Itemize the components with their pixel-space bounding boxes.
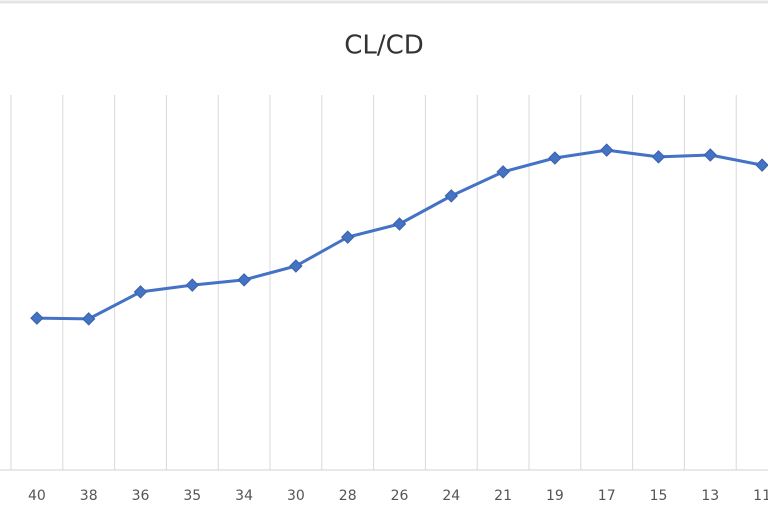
data-point	[548, 151, 562, 165]
x-tick-label: 36	[132, 488, 150, 504]
x-tick-label: 34	[235, 488, 253, 504]
x-tick-label: 19	[546, 488, 564, 504]
x-tick-label: 21	[494, 488, 512, 504]
data-point	[444, 189, 459, 203]
x-tick-label: 15	[650, 488, 668, 504]
chart-title: CL/CD	[344, 31, 424, 61]
x-tick-label: 24	[442, 488, 460, 504]
data-point	[755, 158, 768, 172]
data-point	[185, 278, 200, 292]
x-tick-label: 17	[598, 488, 616, 504]
x-tick-label: 13	[701, 488, 719, 504]
x-tick-label: 38	[80, 488, 98, 504]
data-point	[651, 150, 666, 164]
data-point	[599, 143, 614, 157]
x-tick-label: 26	[391, 488, 409, 504]
data-point	[340, 230, 355, 244]
data-point	[392, 217, 407, 231]
data-point	[133, 285, 148, 299]
data-line	[36, 148, 763, 321]
data-point	[703, 148, 718, 162]
data-point	[496, 165, 510, 179]
x-tick-label: 35	[183, 488, 201, 504]
data-point	[237, 273, 251, 287]
x-tick-label: 28	[339, 488, 357, 504]
x-tick-label: 40	[28, 488, 46, 504]
x-tick-label: 30	[287, 488, 305, 504]
data-point	[30, 311, 44, 325]
x-tick-label: 11	[753, 488, 768, 504]
data-point	[289, 259, 303, 273]
data-point	[81, 312, 96, 326]
